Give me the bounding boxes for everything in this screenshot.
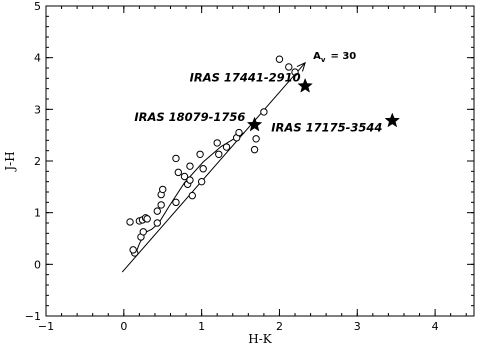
- annotations: IRAS 17441-2910 IRAS 18079-1756 IRAS 17175…: [134, 70, 382, 134]
- y-tick-label: 4: [34, 52, 41, 65]
- circle-marker: [143, 215, 151, 223]
- reddening-vector-line: [121, 62, 306, 273]
- circle-marker: [159, 185, 167, 194]
- circle-marker: [186, 162, 194, 170]
- x-tick-label: 2: [276, 320, 283, 333]
- star-marker: [297, 77, 313, 93]
- circle-marker: [129, 246, 137, 254]
- circle-marker: [188, 191, 196, 200]
- circle-marker: [196, 150, 204, 158]
- circle-marker: [252, 135, 260, 143]
- x-tick-label: 3: [354, 320, 361, 333]
- plot-frame: [45, 5, 475, 317]
- axis-ticks: [45, 5, 474, 317]
- circle-marker: [235, 128, 243, 137]
- circle-marker: [260, 108, 268, 116]
- circle-marker: [180, 172, 189, 181]
- reddening-vector-arrowhead: [296, 61, 306, 72]
- x-tick-label: 0: [120, 320, 127, 333]
- circle-marker: [153, 219, 161, 227]
- y-axis-title: J-H: [3, 151, 17, 172]
- circle-marker: [153, 207, 161, 215]
- circle-marker: [157, 201, 165, 209]
- circle-marker: [197, 177, 206, 186]
- circle-marker: [139, 228, 147, 236]
- y-tick-label: 5: [34, 0, 41, 13]
- y-tick-label: −1: [25, 310, 41, 323]
- circle-marker: [291, 68, 299, 76]
- x-tick-label: −1: [38, 320, 54, 333]
- av-label-letter: A: [313, 51, 321, 62]
- y-tick-label: 0: [34, 258, 41, 271]
- y-tick-label: 2: [34, 155, 41, 168]
- circle-marker: [275, 55, 284, 63]
- circle-marker: [250, 145, 259, 154]
- y-tick-label: 1: [34, 207, 41, 220]
- circle-marker: [199, 165, 207, 173]
- circle-marker: [172, 198, 180, 207]
- y-tick-label: 3: [34, 103, 41, 116]
- av-label-value: = 30: [330, 51, 356, 62]
- star-marker: [384, 112, 401, 128]
- circle-marker: [174, 168, 182, 177]
- reddening-vector-label: Av = 30: [313, 51, 356, 64]
- x-tick-label: 4: [432, 320, 439, 333]
- axis-tick-labels: −1 0 1 2 3 4 −1 0 1 2 3 4 5: [25, 0, 439, 333]
- circle-marker: [172, 154, 180, 163]
- circle-marker: [186, 176, 194, 184]
- circle-marker: [285, 63, 293, 71]
- circle-marker: [215, 150, 223, 158]
- source-annotation: IRAS 17175-3544: [271, 120, 382, 134]
- circle-marker: [213, 139, 221, 147]
- x-tick-label: 1: [198, 320, 205, 333]
- av-label-subscript: v: [321, 56, 326, 64]
- circle-marker: [222, 143, 231, 151]
- source-annotation: IRAS 17441-2910: [190, 70, 301, 84]
- x-axis-title: H-K: [248, 332, 273, 346]
- star-marker: [246, 116, 263, 132]
- data-points: [126, 55, 401, 257]
- reddening-vector: Av = 30: [121, 51, 356, 273]
- source-annotation: IRAS 18079-1756: [134, 110, 245, 124]
- circle-marker: [126, 218, 134, 226]
